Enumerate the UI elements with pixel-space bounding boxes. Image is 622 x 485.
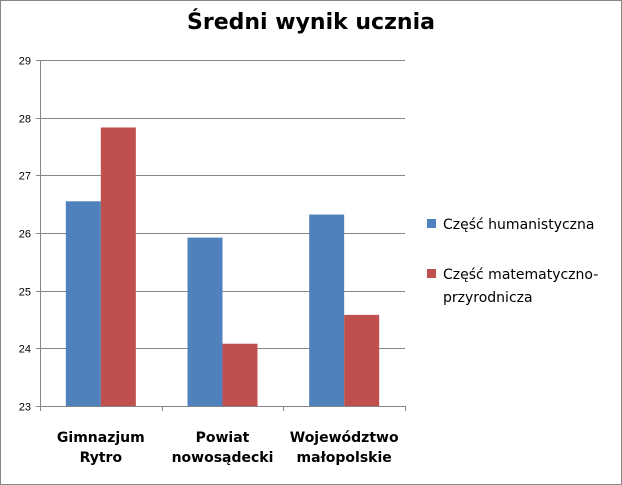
x-category-label: Powiat (196, 430, 250, 446)
y-tick-label: 23 (19, 402, 31, 414)
y-tick-label: 25 (19, 287, 31, 299)
y-tick-label: 28 (19, 114, 31, 126)
axis-labels: 23 24 25 26 27 28 29 Gimnazjum Rytro Powiat nowosą… (19, 56, 399, 467)
bar-matematyczno-0 (100, 127, 136, 406)
chart-title: Średni wynik ucznia (187, 10, 435, 35)
x-category-label: Rytro (80, 450, 123, 466)
bar-humanistyczna-1 (187, 237, 223, 406)
bars (65, 127, 380, 406)
legend-label-line: Część matematyczno- (443, 267, 599, 283)
bar-humanistyczna-0 (65, 201, 101, 406)
bar-humanistyczna-2 (309, 214, 345, 406)
y-tick-label: 27 (19, 171, 31, 183)
legend-swatch-humanistyczna (427, 219, 436, 228)
y-tick-label: 24 (19, 344, 31, 356)
bar-matematyczno-1 (222, 343, 258, 406)
x-category-label: Województwo (290, 430, 399, 446)
bar-matematyczno-2 (344, 314, 380, 406)
legend-label-matematyczno: Część matematyczno- przyrodnicza (443, 264, 598, 310)
y-tick-label: 26 (19, 229, 31, 241)
y-tick-label: 29 (19, 56, 31, 68)
x-category-label: małopolskie (297, 450, 392, 466)
legend-swatch-matematyczno (427, 269, 436, 278)
legend-label-line: przyrodnicza (443, 290, 533, 306)
legend-label-humanistyczna: Część humanistyczna (443, 214, 594, 237)
legend-label-line: Część humanistyczna (443, 217, 595, 233)
x-category-label: nowosądecki (172, 450, 274, 466)
axes (36, 60, 406, 411)
x-category-label: Gimnazjum (57, 430, 145, 446)
